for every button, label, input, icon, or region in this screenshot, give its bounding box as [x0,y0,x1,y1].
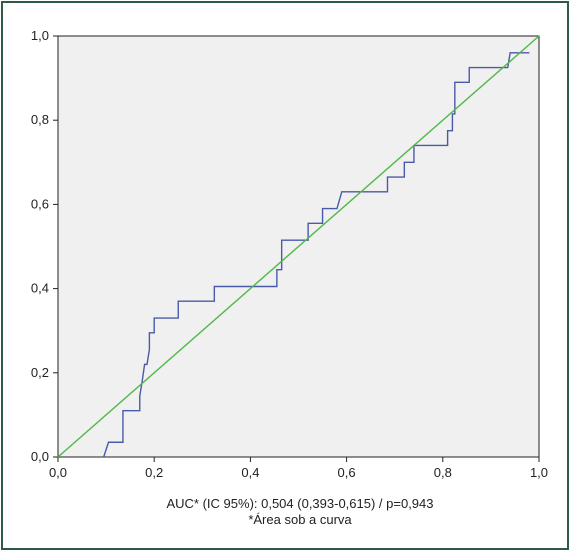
x-tick-label: 0,6 [338,465,356,480]
series-layer [57,35,540,458]
y-tick-label: 0,6 [31,196,49,211]
axis-ticks: 0,0 0,2 0,4 0,6 0,8 1,0 0,0 0,2 0,4 0,6 0,8 1,0 [31,28,548,480]
reference-diagonal-line [57,35,540,458]
y-tick-label: 1,0 [31,28,49,43]
y-tick-label: 0,8 [31,112,49,127]
x-tick-label: 1,0 [530,465,548,480]
x-tick-label: 0,2 [145,465,163,480]
auc-footnote: *Área sob a curva [248,512,352,527]
x-tick-label: 0,0 [49,465,67,480]
x-tick-label: 0,4 [241,465,259,480]
auc-caption: AUC* (IC 95%): 0,504 (0,393-0,615) / p=0… [166,496,433,511]
roc-curve-line [103,52,530,458]
y-tick-label: 0,4 [31,281,49,296]
y-tick-label: 0,0 [31,449,49,464]
y-tick-label: 0,2 [31,365,49,380]
x-tick-label: 0,8 [434,465,452,480]
